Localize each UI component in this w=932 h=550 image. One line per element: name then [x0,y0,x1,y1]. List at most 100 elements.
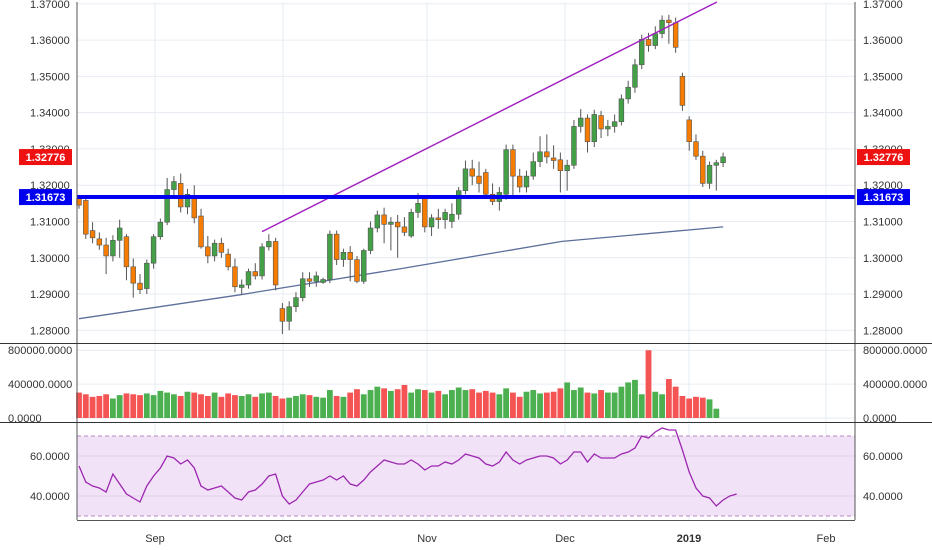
candle [652,26,659,50]
candle-body [598,115,604,130]
candle-body [435,217,442,220]
volume-bar [157,390,164,418]
candle [110,235,116,262]
candle [150,234,157,269]
volume-bar [198,394,204,418]
candle-body [279,308,286,322]
candle [218,237,225,258]
candle [693,134,699,160]
volume-bar [713,408,720,418]
candle-body [164,189,170,223]
candle [293,292,299,313]
candle [442,208,448,229]
candle-body [130,266,136,284]
candle-body [252,271,258,277]
candle-body [89,230,96,239]
overlay-layer [77,1,855,233]
candle-body [408,212,414,237]
volume-bar [76,392,82,418]
volume-bar [333,395,340,418]
candle-body [510,149,516,177]
support-tag-left-text: 1.31673 [26,192,66,204]
candle-body [523,175,530,188]
candle-body [320,279,326,283]
moving-average-line [78,226,724,320]
volume-bar [347,392,354,418]
candle-body [455,190,462,215]
volume-bar [449,390,455,418]
candle [571,119,577,169]
price-tick-label-right: 1.31000 [863,216,903,228]
price-tick-label-left: 1.35000 [30,71,70,83]
volume-bar [564,382,571,418]
volume-bar [604,392,611,418]
x-tick-label: Sep [145,533,165,545]
volume-bar [489,392,496,418]
candle [252,263,258,280]
volume-bar [252,396,259,418]
candle [489,183,496,206]
candle [578,109,584,133]
rsi-tick-label-right: 60.0000 [863,451,903,463]
volume-bar [374,386,381,418]
volume-tick-label-right: 0.0000 [863,413,897,425]
candle-body [666,19,672,23]
candle [320,277,326,284]
volume-bar [82,394,89,418]
volume-bar [645,350,652,418]
candle [605,119,611,137]
candle-body [686,119,692,142]
trendline [261,1,718,233]
volume-bar [523,391,530,418]
rsi-layer [78,427,737,507]
volume-bar [177,395,184,418]
candle-body [232,266,238,288]
volume-bar [659,394,665,418]
candle-body [327,233,333,280]
price-tick-label-right: 1.35000 [863,71,903,83]
volume-bar [299,394,306,418]
candle-body [300,278,306,298]
candle-body [672,22,679,48]
candle [157,218,164,240]
moving-average-layer [78,226,724,320]
rsi-band-layer [77,435,855,517]
axis-layer: Sep Oct Nov Dec 2019 Feb 1.28000 1.28000 1.29000… [8,0,927,545]
candle [327,230,333,284]
volume-bar [618,386,625,418]
volume-bar [272,395,279,418]
price-tick-label-right: 1.29000 [863,289,903,301]
candle-body [110,240,116,257]
candle-body [137,282,143,290]
candle [700,150,706,188]
price-tick-label-left: 1.37000 [30,0,70,11]
x-tick-label: 2019 [677,533,701,545]
candle-body [245,271,252,286]
candle [340,248,347,267]
candle-body [632,64,638,88]
candle-body [557,159,564,171]
candle [544,134,550,164]
candle-body [530,161,536,177]
candle-body [198,215,204,248]
volume-bar [693,396,699,418]
candle-body [476,175,482,184]
volume-bar [293,395,299,418]
candle [388,217,394,251]
price-tick-label-right: 1.36000 [863,35,903,47]
candle [191,185,197,224]
candle [462,160,469,195]
candle-body [469,168,475,177]
candle-body [361,250,367,282]
candle [686,116,692,151]
candle-body [367,227,374,251]
volume-bar [476,392,482,418]
candle [300,272,306,302]
candle-body [381,214,387,225]
candle [449,203,455,229]
volume-bar [611,392,618,418]
candle [510,144,516,198]
volume-bar [123,393,130,418]
volume-bar [306,395,313,418]
rsi-tick-label-left: 60.0000 [30,451,70,463]
